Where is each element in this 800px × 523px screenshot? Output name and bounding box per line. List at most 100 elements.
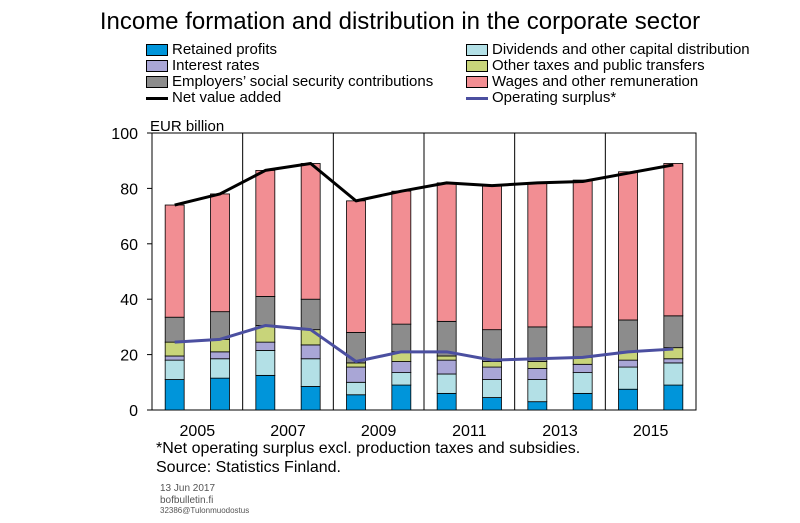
series-line — [174, 324, 674, 364]
y-tick-label: 100 — [111, 126, 138, 143]
bar-segment — [210, 311, 230, 340]
legend-label: Employers’ social security contributions — [172, 73, 434, 90]
legend-swatch — [146, 44, 168, 56]
bar-segment — [527, 368, 548, 380]
bar-segment — [482, 361, 502, 368]
bar-segment — [255, 341, 276, 351]
bar-segment — [300, 329, 321, 346]
bar-segment — [663, 362, 684, 386]
x-tick-label: 2009 — [361, 423, 397, 440]
bar-segment — [482, 379, 502, 398]
legend-label: Interest rates — [172, 57, 260, 74]
legend-label: Wages and other remuneration — [492, 73, 699, 90]
bar-segment — [164, 355, 185, 361]
bar-segment — [436, 392, 457, 411]
bar-segment — [210, 377, 230, 411]
bar-segment — [618, 366, 638, 390]
bar-segment — [300, 344, 321, 360]
bar-segment — [210, 351, 230, 360]
legend-label: Dividends and other capital distribution — [492, 41, 750, 58]
bar-segment — [164, 316, 185, 343]
bar-segment — [663, 315, 684, 349]
y-tick-label: 40 — [120, 292, 138, 309]
bar-segment — [572, 363, 593, 374]
bar-segment — [391, 190, 412, 325]
bar-segment — [210, 193, 230, 313]
legend-label: Net value added — [172, 89, 282, 106]
bar-segment — [164, 204, 185, 318]
bar-segment — [436, 373, 457, 394]
bar-segment — [255, 169, 276, 297]
x-tick-label: 2013 — [542, 423, 578, 440]
bar-segment — [482, 185, 502, 331]
bar-segment — [572, 392, 593, 411]
footnote: *Net operating surplus excl. production … — [156, 440, 581, 457]
footer-site: bofbulletin.fi — [160, 495, 214, 506]
legend-swatch — [466, 60, 488, 72]
legend-label: Retained profits — [172, 41, 278, 58]
legend-swatch — [146, 76, 168, 88]
x-tick-label: 2011 — [452, 423, 487, 440]
bar-segment — [572, 326, 593, 358]
bar-segment — [663, 384, 684, 411]
legend-swatch — [466, 44, 488, 56]
legend-label: Other taxes and public transfers — [492, 57, 705, 74]
bar-segment — [210, 358, 230, 379]
bar-segment — [436, 359, 457, 375]
bar-segment — [618, 171, 638, 321]
series-line — [174, 161, 674, 207]
x-tick-label: 2015 — [633, 423, 669, 440]
bar-segment — [300, 358, 321, 387]
legend-swatch — [146, 97, 168, 100]
x-tick-label: 2007 — [270, 423, 306, 440]
bar-segment — [300, 386, 321, 411]
bar-segment — [436, 355, 457, 361]
bar-segment — [527, 361, 548, 369]
bar-segment — [255, 350, 276, 376]
bar-segment — [663, 358, 684, 364]
bar-segment — [346, 394, 366, 411]
bar-segment — [346, 381, 366, 396]
bar-segment — [618, 388, 638, 411]
legend-swatch — [146, 60, 168, 72]
bar-segment — [391, 361, 412, 374]
bar-segment — [346, 362, 366, 368]
footer-date: 13 Jun 2017 — [160, 483, 216, 494]
bar-segment — [436, 182, 457, 322]
bar-segment — [164, 359, 185, 380]
bar-segment — [482, 366, 502, 380]
bar-segment — [572, 179, 593, 328]
bar-segment — [482, 397, 502, 411]
bar-segment — [255, 296, 276, 326]
bar-segment — [255, 374, 276, 411]
chart-title: Income formation and distribution in the… — [99, 8, 701, 35]
legend-label: Operating surplus* — [492, 89, 617, 106]
bar-segment — [663, 163, 684, 317]
footer-code: 32386@Tulonmuodostus — [160, 506, 250, 515]
bar-segment — [482, 329, 502, 362]
bar-segment — [572, 372, 593, 394]
bar-segment — [527, 379, 548, 403]
y-tick-label: 20 — [120, 348, 138, 365]
bar-segment — [618, 359, 638, 368]
y-tick-label: 0 — [129, 403, 138, 420]
y-tick-label: 60 — [120, 237, 138, 254]
bar-segment — [300, 298, 321, 331]
bar-segment — [391, 384, 412, 411]
bar-segment — [164, 341, 185, 357]
bar-segment — [527, 401, 548, 411]
bar-segment — [527, 326, 548, 362]
legend-swatch — [466, 97, 488, 100]
bar-segment — [164, 379, 185, 411]
bar-segment — [346, 200, 366, 333]
y-axis-label: EUR billion — [150, 118, 225, 135]
bar-segment — [391, 372, 412, 386]
bar-segment — [618, 319, 638, 353]
x-tick-label: 2005 — [180, 423, 216, 440]
source-note: Source: Statistics Finland. — [156, 459, 341, 476]
bar-segment — [300, 163, 321, 300]
y-tick-label: 80 — [120, 181, 138, 198]
bar-segment — [346, 366, 366, 383]
bar-segment — [391, 323, 412, 353]
